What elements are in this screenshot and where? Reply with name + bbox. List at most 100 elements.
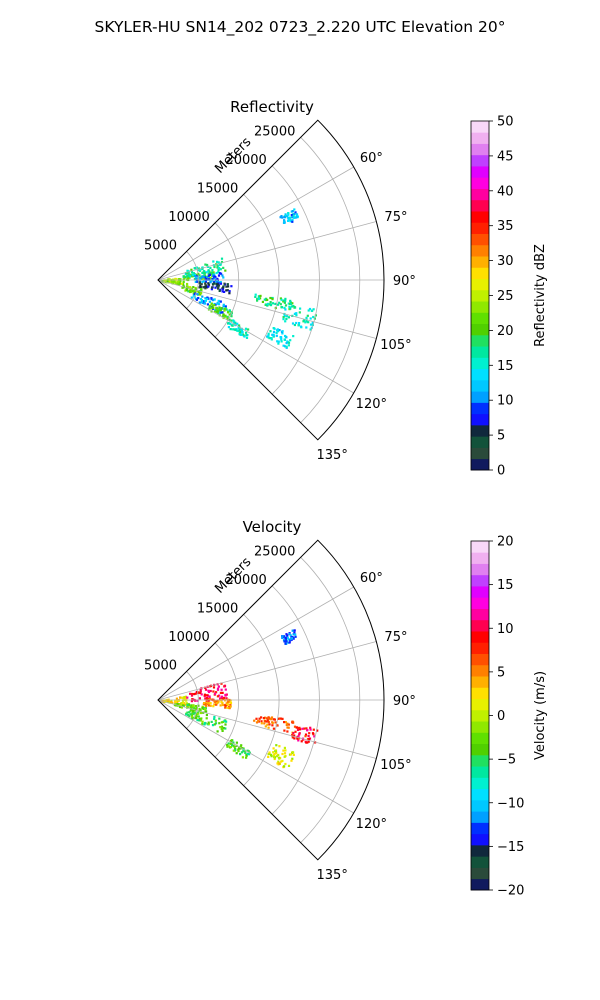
reflectivity-echo-10 — [287, 341, 291, 344]
reflectivity-echo-9 — [298, 311, 301, 314]
velocity-echo-4 — [197, 715, 200, 718]
velocity-echo-5 — [286, 730, 289, 733]
reflectivity-echo-3 — [196, 275, 199, 278]
velocity-echo-2 — [208, 704, 211, 707]
reflectivity-echo-9 — [295, 312, 298, 315]
velocity-echo-9 — [283, 640, 286, 643]
velocity-echo-4 — [201, 720, 204, 723]
reflectivity-echo-6 — [206, 296, 209, 299]
velocity-echo-3 — [201, 706, 204, 709]
velocity-echo-5 — [266, 717, 269, 720]
reflectivity-echo-7 — [223, 307, 226, 310]
velocity-echo-8 — [232, 741, 235, 744]
velocity-echo-3 — [202, 711, 205, 714]
velocity-echo-4 — [191, 712, 194, 715]
velocity-echo-7 — [290, 759, 293, 762]
velocity-echo-4 — [195, 712, 199, 715]
reflectivity-echo-10 — [283, 338, 286, 341]
velocity-echo-4 — [218, 717, 221, 720]
velocity-echo-1 — [193, 693, 196, 696]
reflectivity-echo-1 — [209, 276, 212, 279]
velocity-echo-4 — [222, 727, 225, 730]
reflectivity-echo-3 — [198, 278, 202, 281]
velocity-echo-2 — [229, 705, 232, 708]
reflectivity-echo-1 — [186, 277, 190, 280]
reflectivity-echo-8 — [269, 296, 272, 300]
reflectivity-echo-7 — [216, 312, 219, 315]
velocity-echo-9 — [284, 638, 287, 641]
velocity-echo-9 — [282, 639, 286, 642]
velocity-echo-8 — [244, 751, 247, 754]
reflectivity-echo-10 — [287, 344, 290, 347]
velocity-echo-3 — [178, 705, 182, 709]
velocity-echo-7 — [283, 755, 286, 758]
reflectivity-echo-4 — [219, 282, 223, 285]
reflectivity-echo-9 — [309, 323, 313, 326]
velocity-range-tick-1: 10000 — [168, 630, 209, 645]
velocity-echo-1 — [220, 682, 223, 685]
reflectivity-echo-0 — [182, 278, 185, 281]
reflectivity-echo-2 — [203, 273, 206, 276]
reflectivity-echoes — [160, 208, 317, 349]
velocity-echo-2 — [225, 702, 228, 705]
reflectivity-echo-9 — [282, 318, 285, 321]
velocity-echo-9 — [286, 634, 289, 637]
velocity-echo-8 — [233, 745, 236, 749]
velocity-echo-6 — [312, 728, 315, 731]
reflectivity-colorbar-tick-8: 40 — [497, 184, 514, 199]
reflectivity-echo-4 — [205, 285, 208, 289]
velocity-echo-6 — [295, 726, 298, 729]
velocity-echo-7 — [268, 752, 271, 755]
reflectivity-echo-3 — [194, 280, 197, 283]
reflectivity-echo-9 — [307, 309, 310, 312]
velocity-echo-9 — [285, 635, 288, 638]
velocity-echo-8 — [243, 749, 246, 752]
velocity-echo-2 — [227, 703, 230, 706]
velocity-echo-9 — [287, 638, 290, 641]
reflectivity-echo-8 — [267, 302, 270, 305]
reflectivity-echo-6 — [201, 301, 204, 304]
reflectivity-echo-0 — [183, 277, 186, 280]
reflectivity-echo-9 — [304, 321, 307, 324]
velocity-echo-2 — [213, 700, 216, 703]
velocity-echo-2 — [229, 703, 232, 706]
velocity-colorbar-segment — [471, 878, 489, 891]
velocity-echo-1 — [206, 697, 209, 700]
velocity-echo-6 — [297, 739, 300, 742]
velocity-echo-1 — [190, 700, 193, 703]
velocity-echo-2 — [228, 700, 231, 704]
reflectivity-colorbar-segment — [471, 121, 489, 133]
reflectivity-range-tick-4: 25000 — [254, 124, 295, 139]
reflectivity-echo-10 — [272, 327, 275, 330]
velocity-range-tick-4: 25000 — [254, 544, 295, 559]
reflectivity-echo-11 — [234, 324, 237, 327]
velocity-colorbar-tick-1: −15 — [497, 840, 524, 855]
velocity-echo-0 — [185, 699, 188, 702]
velocity-echo-5 — [264, 725, 267, 728]
velocity-colorbar-segment — [471, 597, 489, 609]
reflectivity-echo-6 — [207, 297, 210, 300]
velocity-echo-7 — [273, 757, 276, 761]
reflectivity-echo-0 — [178, 281, 181, 284]
velocity-echo-5 — [286, 722, 289, 725]
reflectivity-echo-2 — [207, 270, 210, 273]
velocity-echo-8 — [241, 756, 244, 759]
reflectivity-echo-8 — [254, 293, 257, 296]
reflectivity-echo-2 — [211, 271, 214, 274]
velocity-echo-4 — [224, 727, 227, 730]
velocity-colorbar-segment — [471, 799, 489, 812]
reflectivity-echo-4 — [204, 283, 207, 286]
velocity-echo-1 — [194, 692, 197, 695]
velocity-echo-4 — [214, 719, 217, 722]
reflectivity-echo-9 — [284, 308, 287, 311]
velocity-echo-1 — [198, 697, 201, 700]
reflectivity-echo-11 — [241, 331, 244, 334]
velocity-echo-7 — [281, 752, 284, 756]
reflectivity-echo-4 — [213, 282, 216, 285]
velocity-echo-6 — [303, 727, 306, 730]
velocity-echo-4 — [193, 711, 196, 715]
reflectivity-echo-7 — [230, 315, 233, 318]
reflectivity-echo-12 — [292, 214, 295, 218]
reflectivity-echo-3 — [209, 279, 212, 282]
